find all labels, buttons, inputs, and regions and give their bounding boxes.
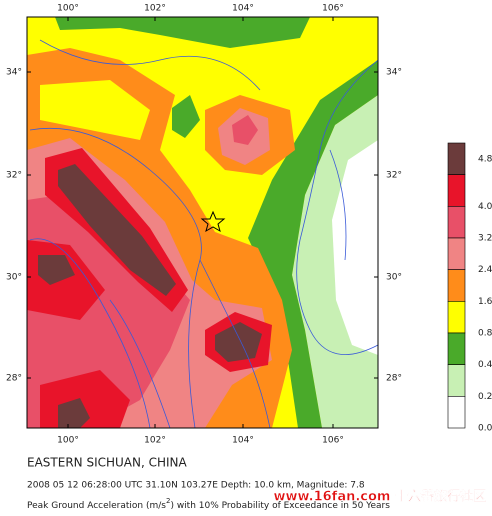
epicenter-star xyxy=(200,210,226,233)
legend-label: 3.2 xyxy=(478,234,492,244)
lat-label: 30° xyxy=(386,273,402,283)
legend-label: 4.0 xyxy=(478,202,492,212)
legend-label: 0.0 xyxy=(478,424,492,434)
lon-label: 106° xyxy=(322,436,344,446)
legend-label: 1.6 xyxy=(478,297,492,307)
lat-label: 28° xyxy=(6,374,22,384)
lon-label: 102° xyxy=(144,436,166,446)
legend-label: 0.8 xyxy=(478,329,492,339)
lat-label: 34° xyxy=(6,68,22,78)
legend-swatch xyxy=(447,142,466,175)
legend-swatch xyxy=(447,269,466,302)
lat-label: 34° xyxy=(386,68,402,78)
caption: Peak Ground Acceleration (m/s2) with 10%… xyxy=(27,497,390,511)
legend-swatch xyxy=(447,206,466,239)
event-info: 2008 05 12 06:28:00 UTC 31.10N 103.27E D… xyxy=(27,481,365,491)
legend-swatch xyxy=(447,237,466,270)
legend-label: 0.4 xyxy=(478,360,492,370)
legend-label: 2.4 xyxy=(478,265,492,275)
lat-label: 30° xyxy=(6,273,22,283)
watermark: www.16fan.com 十六番旅行社区 xyxy=(273,489,486,505)
lon-label: 102° xyxy=(144,4,166,14)
lon-label: 106° xyxy=(322,4,344,14)
caption-text: Peak Ground Acceleration (m/s xyxy=(27,501,166,511)
legend-label: 0.2 xyxy=(478,392,492,402)
map-frame xyxy=(26,16,379,429)
legend-swatch xyxy=(447,301,466,334)
legend-swatch xyxy=(447,364,466,397)
lon-label: 104° xyxy=(232,436,254,446)
lon-label: 104° xyxy=(232,4,254,14)
lat-label: 32° xyxy=(6,171,22,181)
lat-label: 28° xyxy=(386,374,402,384)
legend-swatch xyxy=(447,396,466,429)
caption-sup: 2 xyxy=(166,497,170,505)
lon-label: 100° xyxy=(57,436,79,446)
map-title: EASTERN SICHUAN, CHINA xyxy=(27,456,188,470)
hazard-map xyxy=(27,17,378,428)
caption-text: ) with 10% Probability of Exceedance in … xyxy=(170,501,390,511)
legend-label: 4.8 xyxy=(478,154,492,164)
legend-swatch xyxy=(447,174,466,207)
legend-swatch xyxy=(447,332,466,365)
lat-label: 32° xyxy=(386,171,402,181)
lon-label: 100° xyxy=(57,4,79,14)
